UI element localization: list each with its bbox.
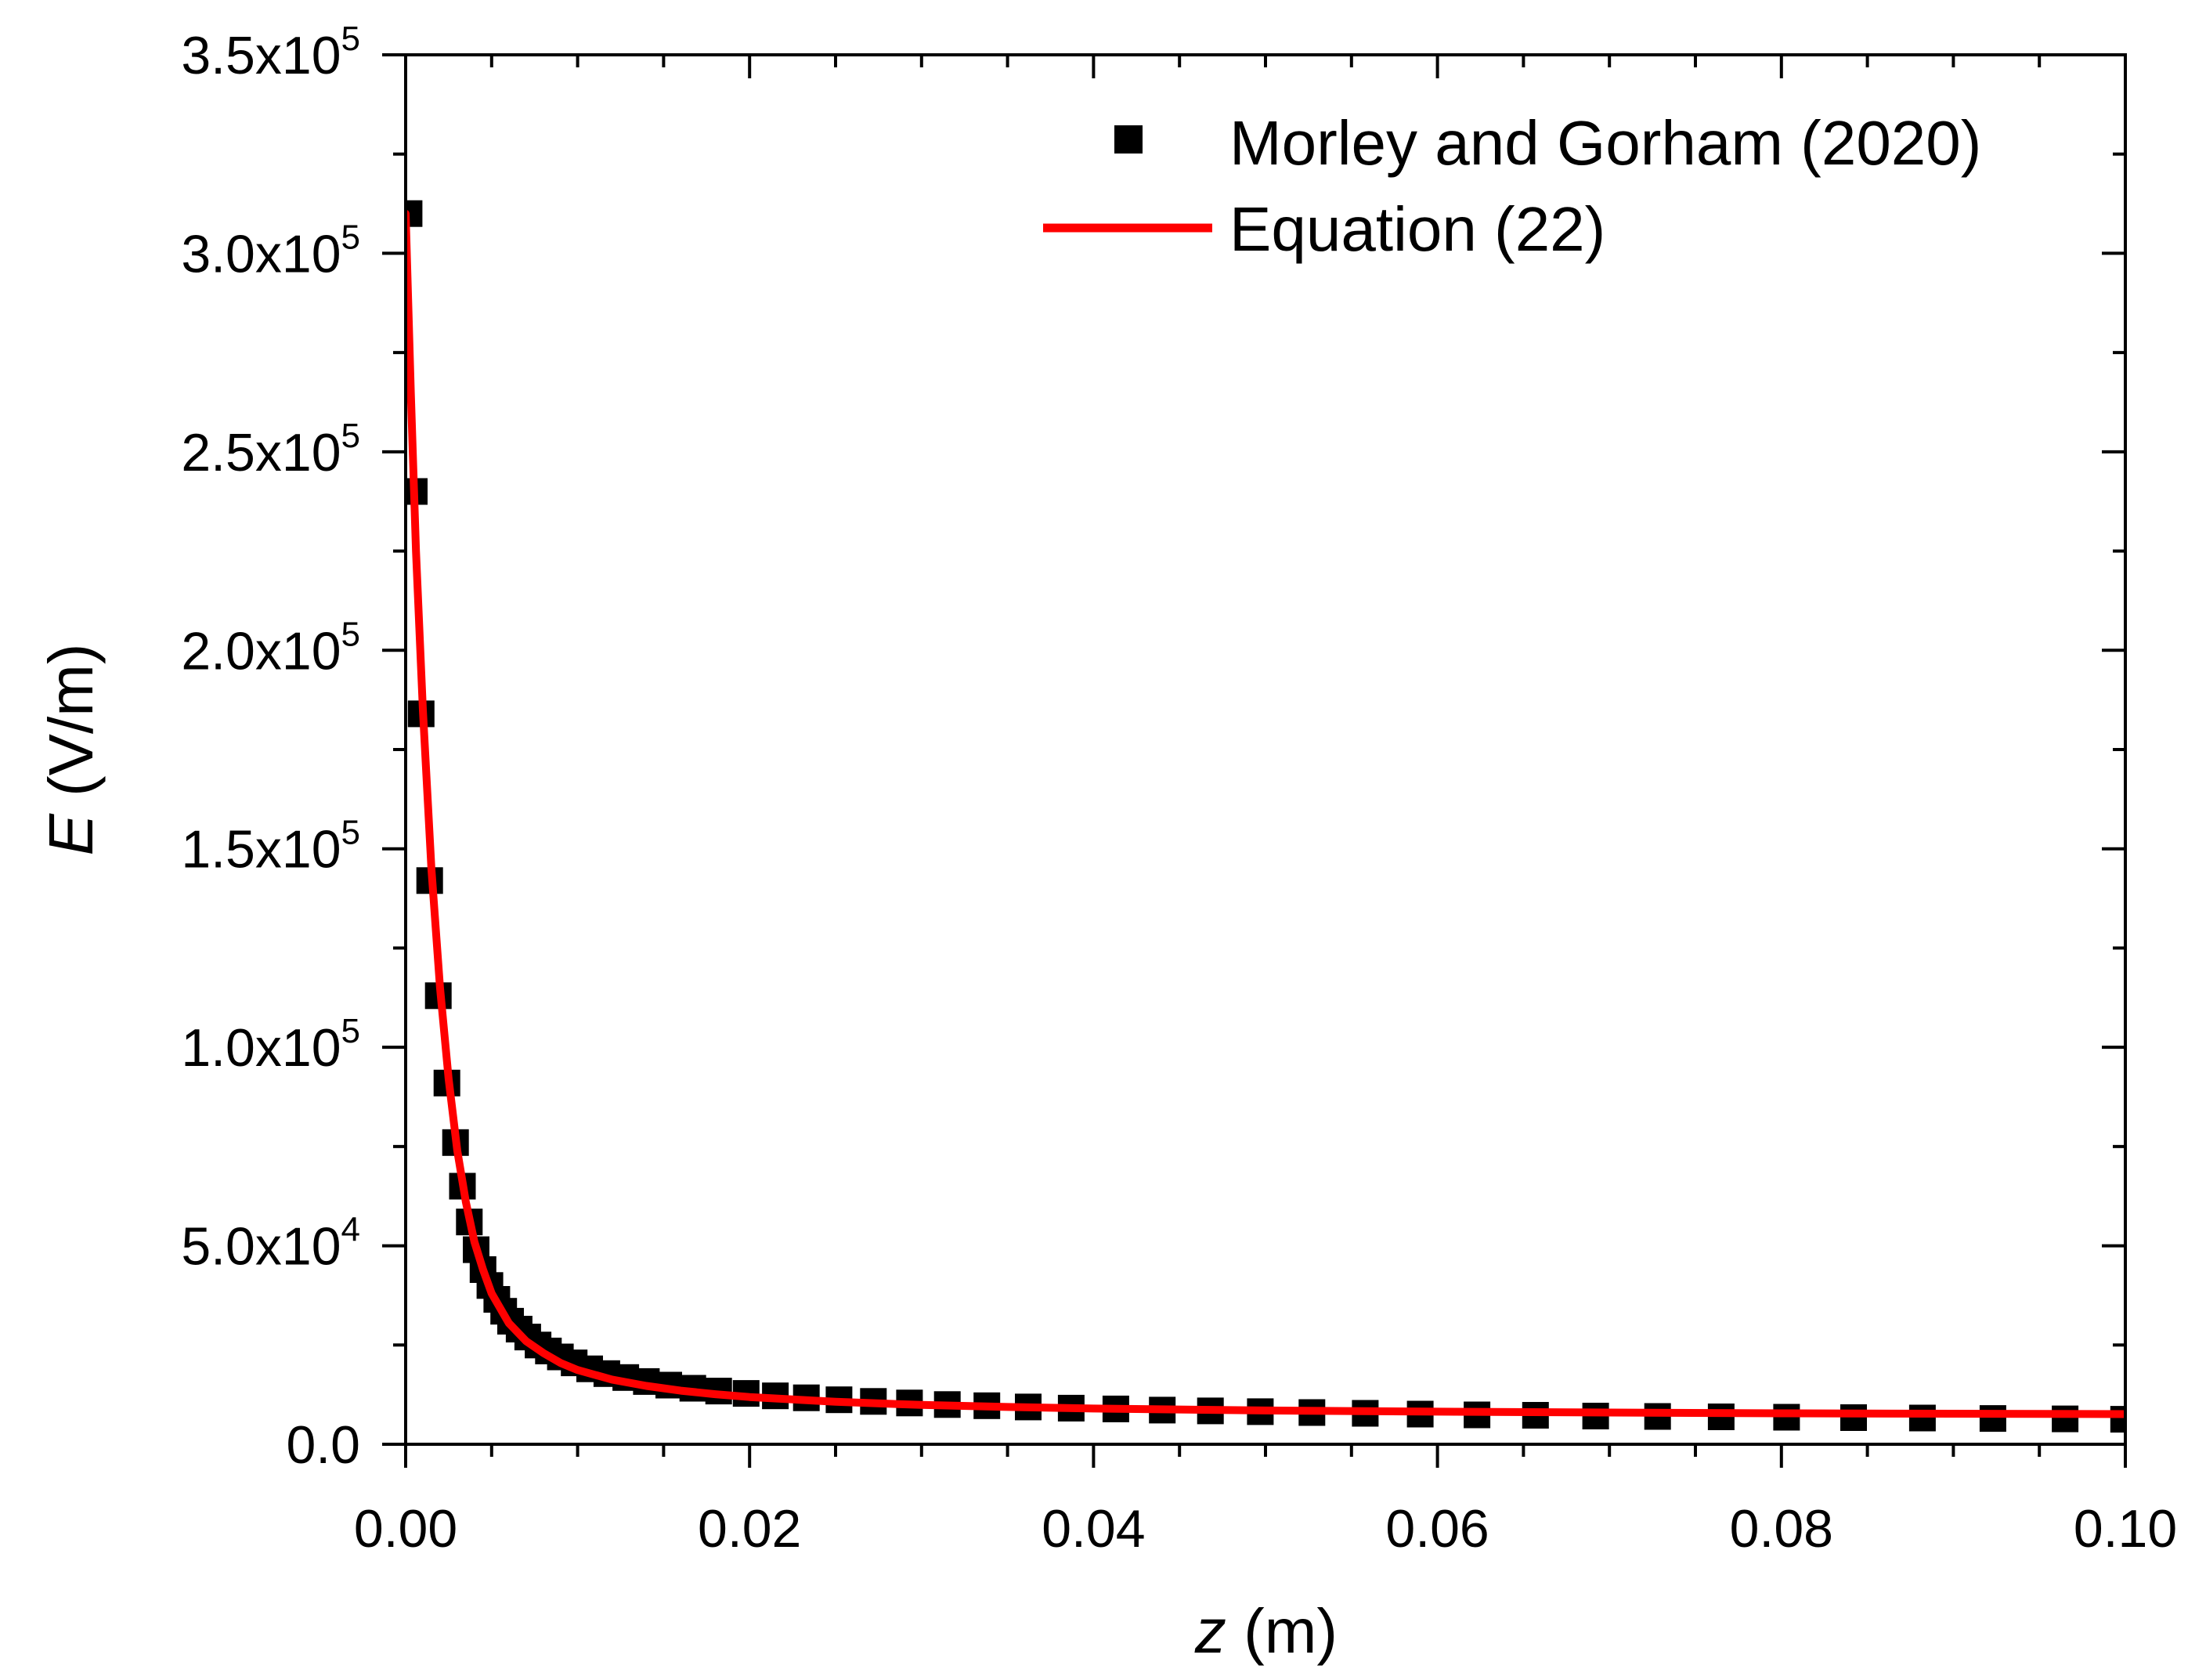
equation-22-curve bbox=[406, 209, 2125, 1418]
x-tick-label: 0.06 bbox=[1385, 1499, 1489, 1559]
data-point-marker bbox=[1908, 1404, 1936, 1432]
y-axis-ticks: 0.0 5.0x104 1.0x105 1.5x105 2.0x105 2.5x105 3.… bbox=[181, 20, 2125, 1475]
data-point-marker bbox=[406, 200, 423, 227]
legend: Morley and Gorham (2020) Equation (22) bbox=[1043, 108, 1981, 264]
x-axis-unit: (m) bbox=[1226, 1596, 1338, 1666]
x-tick-label: 0.04 bbox=[1042, 1499, 1145, 1559]
y-tick-label: 1.5x105 bbox=[181, 814, 360, 880]
series-equation-22-line bbox=[406, 209, 2125, 1418]
x-tick-label: 0.10 bbox=[2074, 1499, 2177, 1559]
x-axis-variable: z bbox=[1194, 1596, 1226, 1666]
y-tick-label: 3.0x105 bbox=[181, 218, 360, 284]
y-axis-variable: E bbox=[36, 813, 106, 856]
y-tick-label: 0.0 bbox=[286, 1415, 360, 1475]
y-axis-label: E (V/m) bbox=[36, 643, 106, 855]
legend-label-equation: Equation (22) bbox=[1229, 194, 1605, 264]
y-tick-label: 3.5x105 bbox=[181, 20, 360, 85]
y-tick-label: 2.5x105 bbox=[181, 417, 360, 482]
y-axis-unit: (V/m) bbox=[36, 643, 106, 814]
x-tick-label: 0.02 bbox=[698, 1499, 801, 1559]
legend-marker-square bbox=[1114, 125, 1143, 154]
y-tick-label: 2.0x105 bbox=[181, 615, 360, 681]
data-point-marker bbox=[1840, 1404, 1867, 1431]
x-tick-label: 0.08 bbox=[1730, 1499, 1833, 1559]
y-tick-label: 5.0x104 bbox=[181, 1211, 360, 1277]
data-point-marker bbox=[1979, 1405, 2006, 1433]
data-point-marker bbox=[2052, 1405, 2079, 1433]
x-axis-label: z (m) bbox=[1194, 1596, 1338, 1666]
legend-label-morley-gorham: Morley and Gorham (2020) bbox=[1229, 108, 1981, 178]
x-tick-label: 0.00 bbox=[354, 1499, 457, 1559]
y-tick-label: 1.0x105 bbox=[181, 1012, 360, 1078]
x-axis-ticks: 0.00 0.02 0.04 0.06 0.08 0.10 bbox=[354, 55, 2177, 1559]
